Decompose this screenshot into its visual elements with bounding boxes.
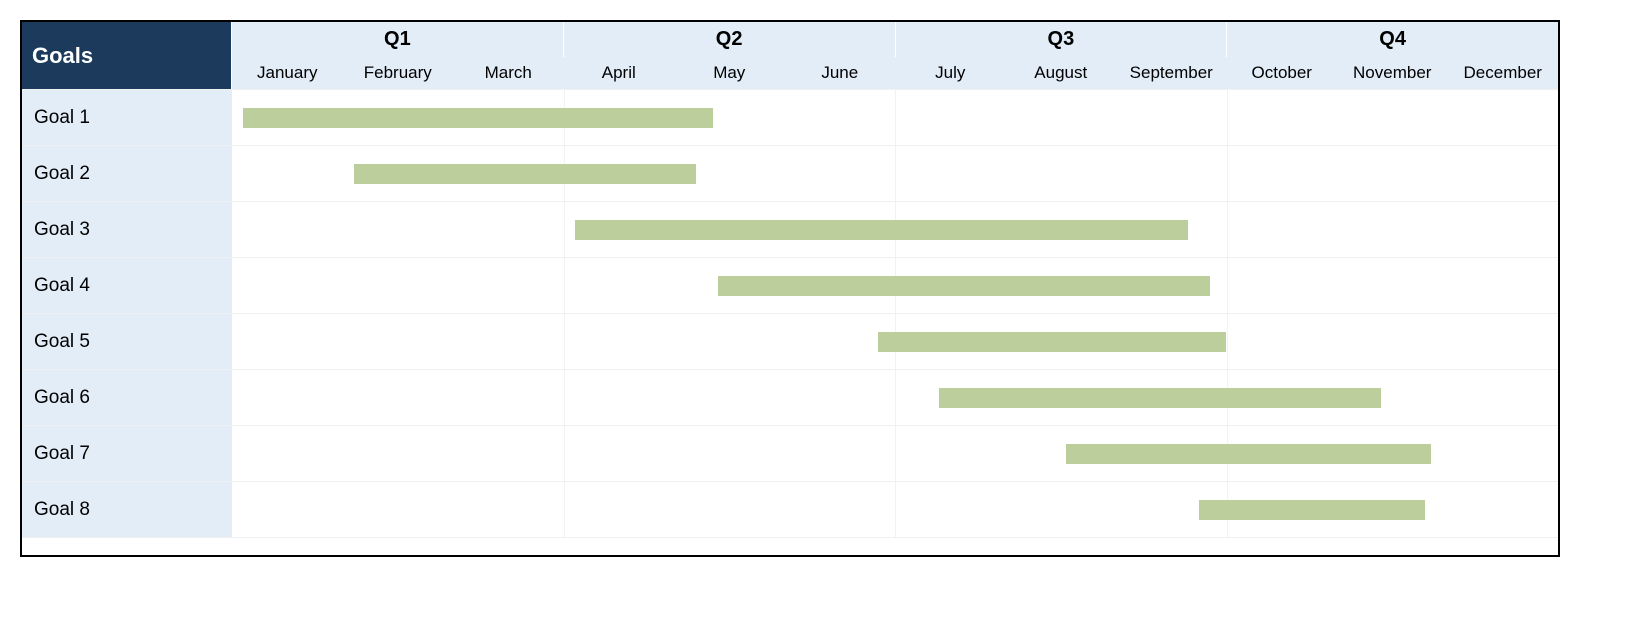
gantt-bar [1199, 500, 1426, 520]
quarter-gridline [564, 202, 565, 257]
goal-row: Goal 7 [22, 425, 1558, 481]
gantt-body: Goal 1Goal 2Goal 3Goal 4Goal 5Goal 6Goal… [22, 89, 1558, 537]
goal-label: Goal 1 [22, 90, 232, 145]
gantt-bar [354, 164, 697, 184]
quarter-gridline [1227, 202, 1228, 257]
quarter-gridline [895, 146, 896, 201]
month-header: August [1006, 57, 1117, 89]
quarter-gridline [1227, 314, 1228, 369]
goal-row: Goal 3 [22, 201, 1558, 257]
goal-row: Goal 6 [22, 369, 1558, 425]
quarter-header: Q3 [896, 22, 1228, 57]
goal-label: Goal 2 [22, 146, 232, 201]
month-header: May [674, 57, 785, 89]
goals-header-cell: Goals [22, 22, 232, 89]
goal-bar-area [232, 146, 1558, 201]
goal-bar-area [232, 202, 1558, 257]
quarter-gridline [895, 482, 896, 537]
goal-bar-area [232, 370, 1558, 425]
goal-row: Goal 1 [22, 89, 1558, 145]
quarter-gridline [895, 370, 896, 425]
quarter-gridline [564, 370, 565, 425]
gantt-header-row: Goals Q1Q2Q3Q4 JanuaryFebruaryMarchApril… [22, 22, 1558, 89]
gantt-chart: Goals Q1Q2Q3Q4 JanuaryFebruaryMarchApril… [20, 20, 1560, 557]
months-row: JanuaryFebruaryMarchAprilMayJuneJulyAugu… [232, 57, 1558, 89]
goal-label: Goal 7 [22, 426, 232, 481]
goal-label: Goal 5 [22, 314, 232, 369]
goal-row: Goal 2 [22, 145, 1558, 201]
quarters-row: Q1Q2Q3Q4 [232, 22, 1558, 57]
month-header: April [564, 57, 675, 89]
month-header: March [453, 57, 564, 89]
goal-label: Goal 4 [22, 258, 232, 313]
goal-row: Goal 8 [22, 481, 1558, 537]
goal-label: Goal 8 [22, 482, 232, 537]
goal-bar-area [232, 258, 1558, 313]
quarter-gridline [564, 258, 565, 313]
quarter-gridline [1227, 90, 1228, 145]
month-header: December [1448, 57, 1559, 89]
quarter-gridline [564, 426, 565, 481]
goal-bar-area [232, 426, 1558, 481]
goal-label: Goal 3 [22, 202, 232, 257]
quarter-gridline [895, 90, 896, 145]
month-header: June [785, 57, 896, 89]
gantt-bar [243, 108, 713, 128]
quarter-gridline [564, 314, 565, 369]
quarter-header: Q2 [564, 22, 896, 57]
month-header: February [343, 57, 454, 89]
gantt-footer-strip [22, 537, 1558, 555]
goal-bar-area [232, 314, 1558, 369]
gantt-bar [718, 276, 1210, 296]
quarter-gridline [1227, 146, 1228, 201]
quarter-gridline [895, 426, 896, 481]
gantt-bar [878, 332, 1226, 352]
quarter-gridline [564, 482, 565, 537]
goal-row: Goal 5 [22, 313, 1558, 369]
gantt-bar [939, 388, 1381, 408]
month-header: November [1337, 57, 1448, 89]
goal-bar-area [232, 482, 1558, 537]
gantt-bar [1066, 444, 1431, 464]
gantt-bar [575, 220, 1188, 240]
goal-label: Goal 6 [22, 370, 232, 425]
goal-bar-area [232, 90, 1558, 145]
month-header: July [895, 57, 1006, 89]
timeline-header: Q1Q2Q3Q4 JanuaryFebruaryMarchAprilMayJun… [232, 22, 1558, 89]
quarter-gridline [1227, 258, 1228, 313]
month-header: October [1227, 57, 1338, 89]
month-header: September [1116, 57, 1227, 89]
goal-row: Goal 4 [22, 257, 1558, 313]
quarter-header: Q4 [1227, 22, 1558, 57]
month-header: January [232, 57, 343, 89]
quarter-header: Q1 [232, 22, 564, 57]
